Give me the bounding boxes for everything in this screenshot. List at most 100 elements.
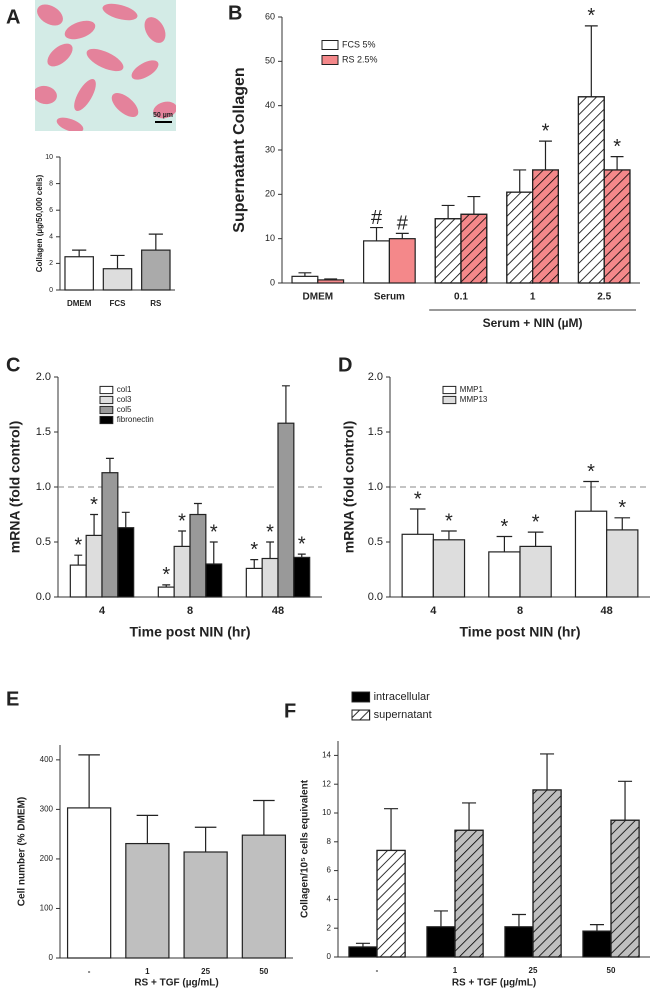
y-tick-label: 0 — [49, 287, 53, 294]
panel-label: E — [6, 688, 19, 710]
error-bar — [589, 924, 604, 932]
significance-marker: * — [587, 5, 595, 27]
panel-label: C — [6, 354, 20, 376]
bar — [291, 275, 319, 284]
significance-marker: * — [618, 497, 626, 519]
bar — [363, 240, 390, 284]
significance-marker: * — [74, 534, 82, 556]
significance-marker: # — [397, 213, 409, 235]
legend-label: MMP1 — [460, 385, 484, 394]
error-bar — [162, 584, 171, 588]
y-axis-label: Supernatant Collagen — [231, 67, 248, 232]
x-tick-label: 50 — [607, 966, 616, 975]
error-bar — [540, 753, 555, 790]
x-tick-label: RS — [150, 299, 162, 308]
legend-swatch — [99, 395, 114, 405]
x-tick-label: - — [88, 967, 91, 976]
error-bar — [209, 541, 218, 564]
legend-label: col3 — [117, 395, 132, 404]
y-tick-label: 10 — [322, 808, 331, 817]
x-tick-label: 25 — [529, 966, 538, 975]
x-tick-label: 1 — [145, 967, 150, 976]
error-bar — [441, 530, 457, 540]
error-bar — [298, 272, 312, 277]
bar — [519, 545, 552, 598]
bar — [85, 534, 103, 598]
legend-label: fibronectin — [117, 415, 154, 424]
x-tick-label: 48 — [272, 605, 284, 617]
bar-hatch — [531, 169, 559, 284]
bar — [64, 256, 94, 291]
bar-hatch — [532, 789, 562, 958]
error-bar — [136, 814, 159, 844]
significance-marker: * — [414, 488, 422, 510]
significance-marker: # — [371, 207, 383, 229]
error-bar — [250, 559, 259, 569]
bar — [189, 513, 207, 598]
bar — [293, 556, 311, 598]
legend-label: RS 2.5% — [342, 54, 378, 64]
y-tick-label: 8 — [49, 180, 53, 187]
error-bar — [384, 808, 399, 851]
bar — [69, 564, 87, 598]
bar-hatch — [454, 829, 484, 958]
bar — [488, 551, 521, 598]
error-bar — [441, 204, 455, 219]
y-axis-label: Cell number (% DMEM) — [17, 797, 28, 906]
y-tick-label: 20 — [265, 189, 275, 199]
error-bar — [409, 508, 426, 535]
y-tick-label: 0 — [270, 277, 275, 287]
legend-label: FCS 5% — [342, 39, 376, 49]
bar — [606, 529, 639, 598]
panel-label: B — [228, 2, 242, 24]
y-tick-label: 200 — [40, 854, 54, 863]
bar — [261, 557, 279, 598]
significance-marker: * — [90, 494, 98, 516]
y-tick-label: 10 — [45, 154, 53, 161]
y-tick-label: 40 — [265, 100, 275, 110]
y-tick-label: 8 — [327, 837, 332, 846]
panel-label: D — [338, 354, 352, 376]
y-axis-label: mRNA (fold control) — [7, 421, 23, 553]
legend-swatch — [442, 385, 457, 395]
bar-hatch — [610, 819, 640, 958]
x-tick-label: 48 — [601, 605, 613, 617]
x-tick-label: FCS — [110, 299, 127, 308]
error-bar — [462, 802, 477, 831]
bar-hatch — [577, 96, 605, 284]
x-tick-label: 0.1 — [454, 292, 468, 303]
x-tick-label: 8 — [517, 605, 523, 617]
y-tick-label: 6 — [49, 207, 53, 214]
y-tick-label: 1.0 — [368, 481, 383, 493]
y-tick-label: 300 — [40, 805, 54, 814]
bar-hatch — [434, 218, 462, 284]
legend-swatch — [321, 55, 339, 65]
error-bar — [584, 25, 598, 97]
bar — [101, 472, 119, 598]
error-bar — [194, 826, 217, 852]
significance-marker: * — [250, 539, 258, 561]
y-tick-label: 0.5 — [368, 536, 383, 548]
bar — [173, 545, 191, 598]
group-label: Serum + NIN (µM) — [483, 316, 583, 330]
y-tick-label: 100 — [40, 904, 54, 913]
bar — [66, 807, 112, 959]
bar — [102, 268, 133, 291]
error-bar — [266, 541, 275, 559]
micrograph: 50 µm — [35, 0, 176, 131]
significance-marker: * — [178, 510, 186, 532]
y-axis-label: mRNA (fold control) — [341, 421, 357, 553]
error-bar — [539, 140, 552, 170]
legend-swatch-hatch — [351, 709, 371, 721]
bar — [504, 926, 534, 958]
y-tick-label: 12 — [322, 779, 331, 788]
significance-marker: * — [542, 120, 550, 142]
y-tick-label: 2.0 — [368, 371, 383, 383]
bar — [388, 238, 416, 284]
error-bar — [253, 799, 275, 836]
error-bar — [511, 913, 526, 927]
y-tick-label: 1.0 — [36, 481, 51, 493]
significance-marker: * — [298, 533, 306, 555]
legend-label: col5 — [117, 405, 132, 414]
